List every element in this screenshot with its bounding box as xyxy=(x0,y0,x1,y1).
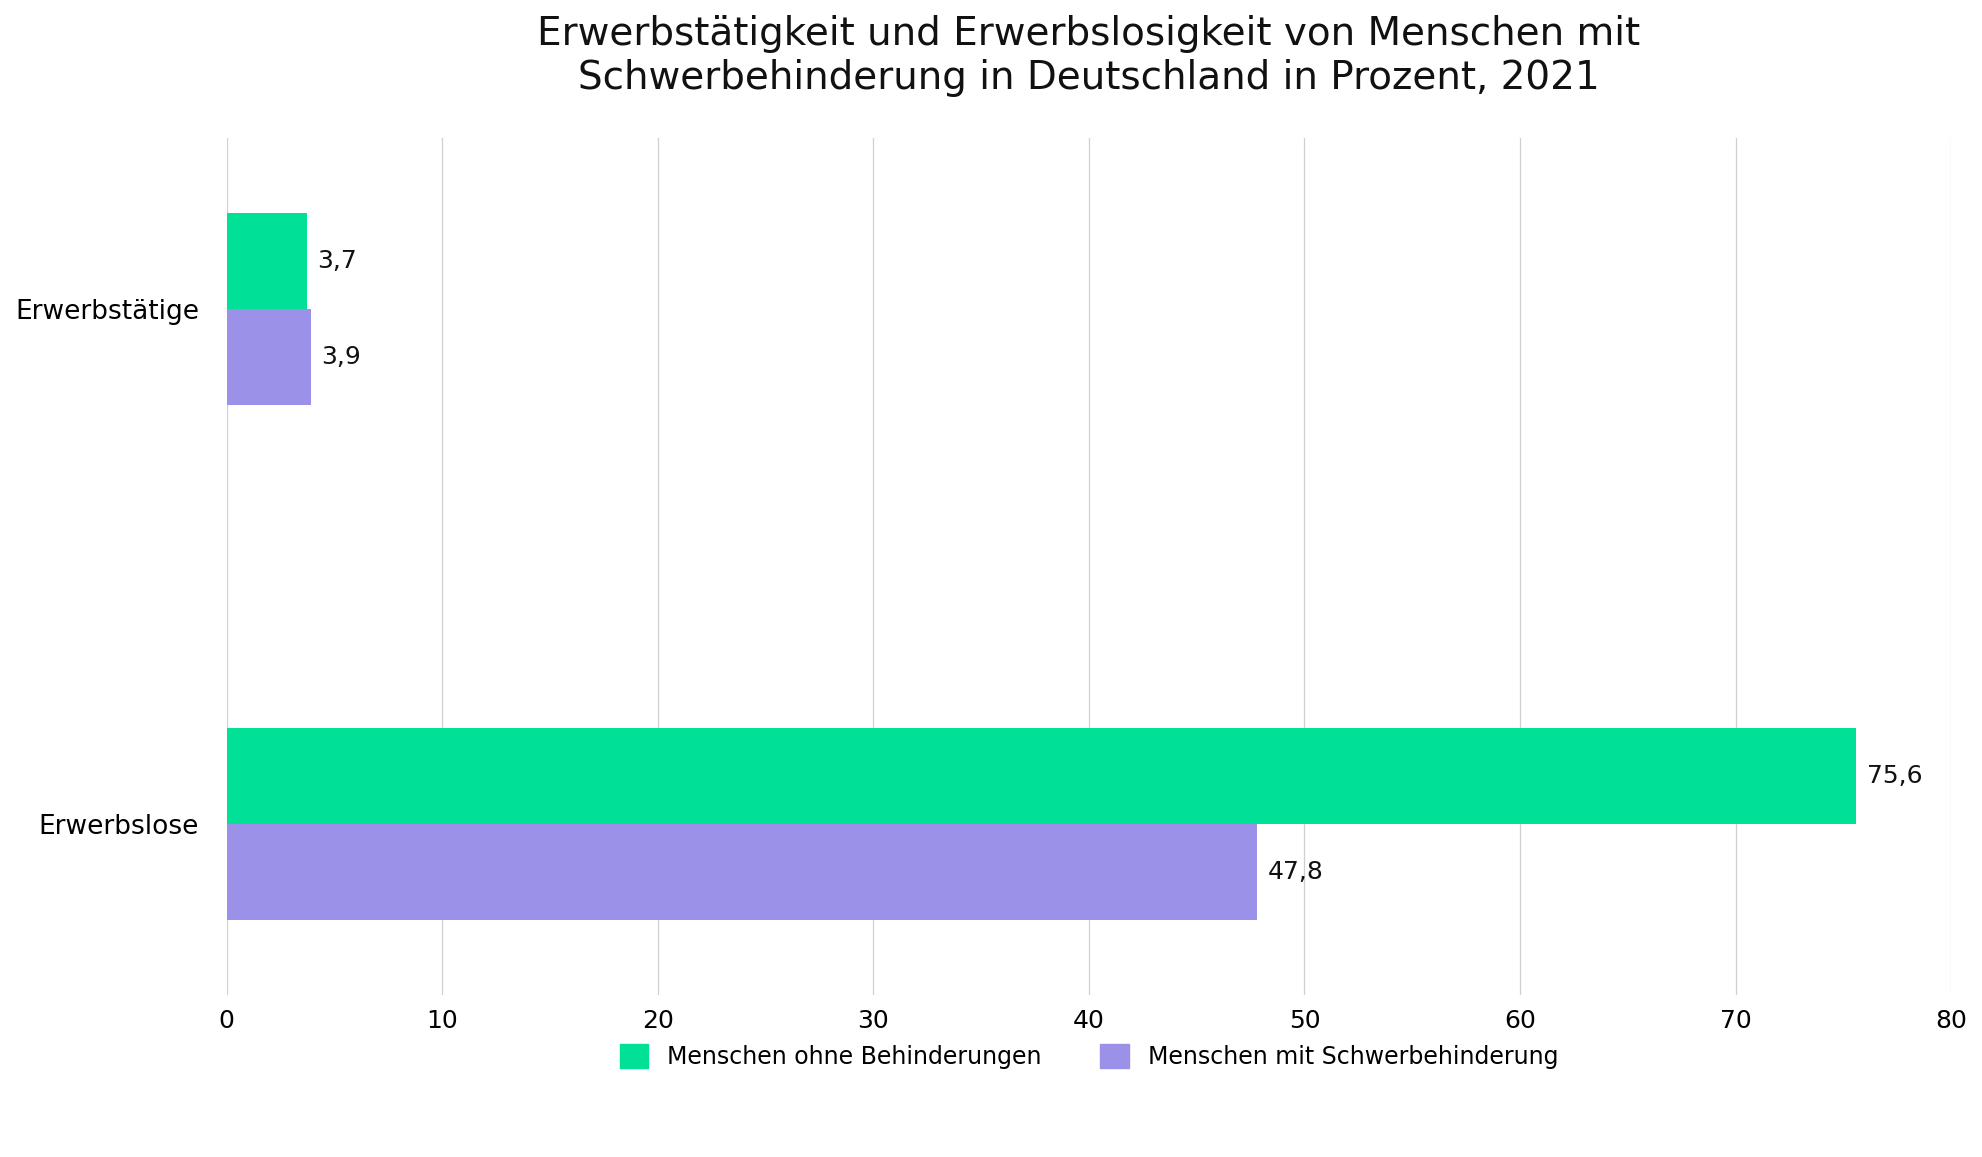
Title: Erwerbstätigkeit und Erwerbslosigkeit von Menschen mit
Schwerbehinderung in Deut: Erwerbstätigkeit und Erwerbslosigkeit vo… xyxy=(537,15,1641,97)
Bar xyxy=(226,213,307,309)
Text: 47,8: 47,8 xyxy=(1268,860,1324,884)
Bar xyxy=(226,309,311,405)
Bar xyxy=(226,728,1857,824)
Text: 3,9: 3,9 xyxy=(321,345,361,369)
Text: 3,7: 3,7 xyxy=(317,249,357,273)
Text: 75,6: 75,6 xyxy=(1867,764,1923,788)
Bar xyxy=(226,824,1257,920)
Legend: Menschen ohne Behinderungen, Menschen mit Schwerbehinderung: Menschen ohne Behinderungen, Menschen mi… xyxy=(620,1044,1558,1069)
